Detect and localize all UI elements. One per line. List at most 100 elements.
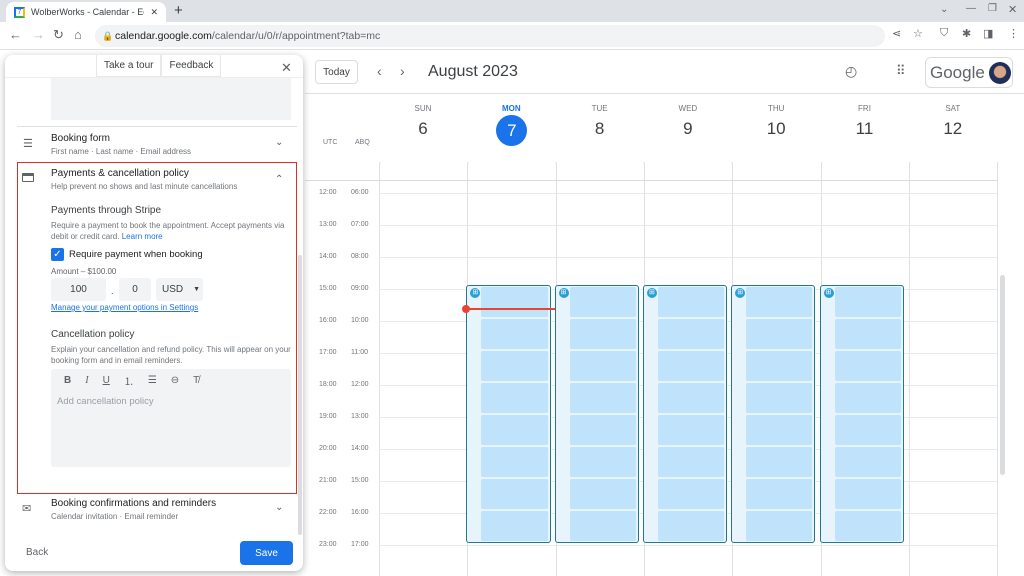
appointment-slot[interactable] [569,511,636,541]
appointment-slot[interactable] [834,479,901,509]
next-week-icon[interactable]: › [400,63,405,79]
prev-week-icon[interactable]: ‹ [377,63,382,79]
clear-format-icon[interactable]: T̸ [193,375,200,386]
appointment-slot[interactable] [569,287,636,317]
home-icon[interactable]: ⌂ [74,27,82,42]
appointment-block[interactable]: ⊞ [642,285,728,543]
appointment-slot[interactable] [481,287,548,317]
booking-form-section[interactable]: ☰ Booking form First name · Last name · … [5,127,303,161]
appointment-slot[interactable] [746,415,813,445]
currency-select[interactable]: USD ▼ [156,278,203,301]
appointment-slot[interactable] [569,479,636,509]
amount-dollars-input[interactable]: 100 [51,278,106,301]
appointment-slot[interactable] [746,479,813,509]
cancellation-editor[interactable]: B I U ⒈ ☰ ⊖ T̸ Add cancellation policy [51,369,291,467]
appointment-slot[interactable] [746,383,813,413]
apps-grid-icon[interactable]: ⠿ [896,63,906,78]
require-payment-checkbox[interactable]: ✓ [51,248,64,261]
tasks-check-icon[interactable]: ◴ [845,63,858,79]
extension-shield-icon[interactable]: ⛉ [940,27,949,39]
bold-icon[interactable]: B [64,375,72,386]
appointment-slot[interactable] [481,415,548,445]
bulleted-list-icon[interactable]: ☰ [147,375,157,386]
learn-more-link[interactable]: Learn more [121,232,163,241]
day-number[interactable]: 11 [855,119,874,138]
minimize-icon[interactable]: — [966,3,976,14]
appointment-slot[interactable] [657,479,725,509]
calendar-scrollbar[interactable] [1000,275,1005,475]
appointment-slot[interactable] [746,351,813,381]
url-input[interactable]: 🔒 calendar.google.com/calendar/u/0/r/app… [95,25,885,47]
forward-icon[interactable]: → [32,27,45,42]
back-button[interactable]: Back [26,547,49,558]
day-number[interactable]: 10 [766,119,786,138]
appointment-slot[interactable] [657,351,725,381]
appointment-slot[interactable] [657,447,725,477]
appointment-slot[interactable] [657,415,725,445]
manage-payment-link[interactable]: Manage your payment options in Settings [51,303,199,312]
appointment-slot[interactable] [569,447,636,477]
appointment-block[interactable]: ⊞ [554,285,639,543]
appointment-slot[interactable] [657,511,725,541]
appointment-slot[interactable] [746,319,813,349]
feedback-button[interactable]: Feedback [161,55,222,77]
appointment-slot[interactable] [746,511,813,541]
day-number[interactable]: 8 [594,119,605,138]
appointment-slot[interactable] [834,287,901,317]
amount-cents-input[interactable]: 0 [119,278,151,301]
close-window-icon[interactable]: ✕ [1008,4,1018,16]
appointment-slot[interactable] [569,319,636,349]
appointment-slot[interactable] [834,415,901,445]
avatar[interactable] [988,61,1011,84]
appointment-slot[interactable] [481,383,548,413]
appointment-slot[interactable] [481,351,548,381]
link-icon[interactable]: ⊖ [170,375,180,386]
save-button[interactable]: Save [240,541,293,565]
tab-search-icon[interactable]: ⌄ [940,4,949,15]
appointment-slot[interactable] [569,415,636,445]
day-number-today[interactable]: 7 [496,115,528,146]
extensions-puzzle-icon[interactable]: ✱ [962,28,972,40]
chevron-up-icon[interactable]: ⌃ [275,174,284,185]
day-number[interactable]: 9 [683,119,693,138]
appointment-slot[interactable] [481,447,548,477]
underline-icon[interactable]: U [102,375,110,386]
chevron-down-icon[interactable]: ⌄ [275,502,284,513]
appointment-slot[interactable] [834,319,901,349]
appointment-block[interactable]: ⊞ [731,285,816,543]
day-number[interactable]: 12 [943,119,963,138]
account-switcher[interactable]: Google [925,57,1013,88]
today-button[interactable]: Today [315,60,358,84]
appointment-slot[interactable] [481,511,548,541]
italic-icon[interactable]: I [85,375,89,386]
appointment-slot[interactable] [834,351,901,381]
day-number[interactable]: 6 [418,119,428,138]
share-icon[interactable]: ⋖ [892,28,902,40]
appointment-block[interactable]: ⊞ [819,285,904,543]
back-icon[interactable]: ← [9,27,22,42]
confirmations-section[interactable]: ✉ Booking confirmations and reminders Ca… [5,495,303,529]
appointment-slot[interactable] [834,511,901,541]
panel-scrollbar[interactable] [298,255,302,535]
appointment-slot[interactable] [657,383,725,413]
bookmark-star-icon[interactable]: ☆ [913,28,923,40]
close-panel-icon[interactable]: ✕ [281,60,292,75]
appointment-slot[interactable] [657,287,725,317]
appointment-slot[interactable] [481,479,548,509]
reload-icon[interactable]: ↻ [53,27,64,42]
browser-tab[interactable]: 7 WolberWorks - Calendar - Edit bo ✕ [6,2,166,22]
side-panel-icon[interactable]: ◨ [983,28,994,40]
new-tab-button[interactable]: + [174,2,183,19]
appointment-slot[interactable] [657,319,725,349]
browser-menu-icon[interactable]: ⋮ [1008,28,1019,40]
appointment-slot[interactable] [569,351,636,381]
take-tour-button[interactable]: Take a tour [96,55,162,77]
chevron-down-icon[interactable]: ⌄ [275,137,284,148]
appointment-slot[interactable] [834,383,901,413]
numbered-list-icon[interactable]: ⒈ [123,377,134,388]
appointment-slot[interactable] [569,383,636,413]
restore-icon[interactable]: ❐ [988,3,997,14]
appointment-slot[interactable] [481,319,548,349]
appointment-slot[interactable] [746,447,813,477]
close-tab-icon[interactable]: ✕ [150,6,158,17]
